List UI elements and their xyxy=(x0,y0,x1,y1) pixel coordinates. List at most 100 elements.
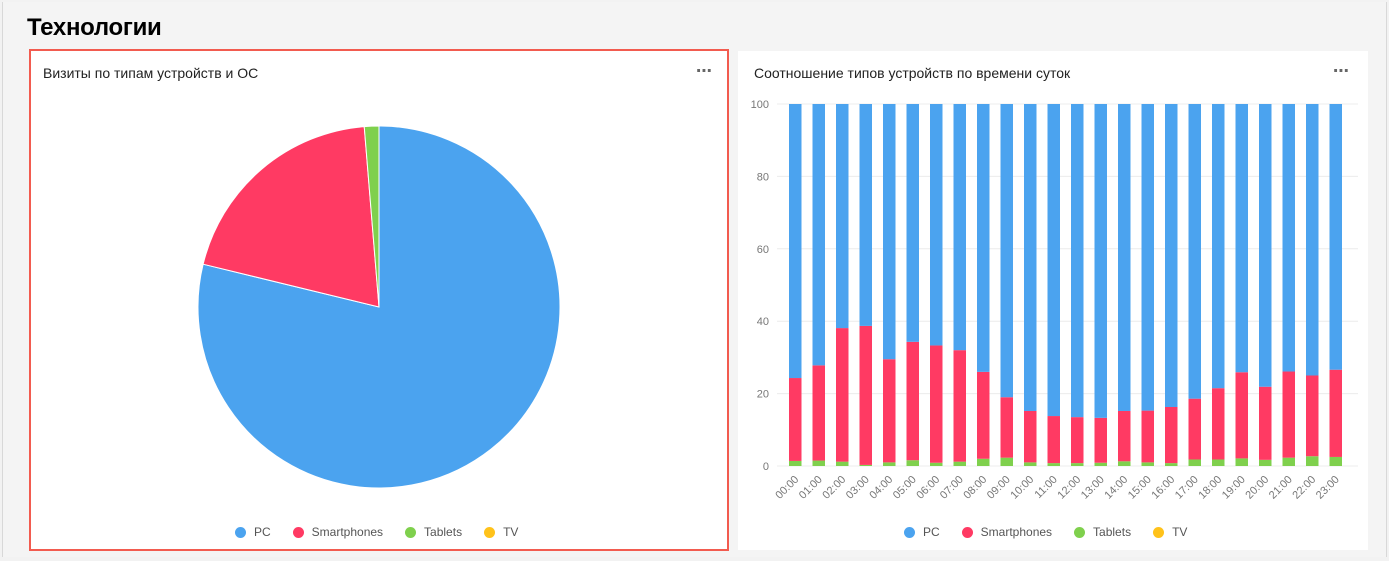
bar-segment-tablets[interactable] xyxy=(789,460,802,466)
bar-segment-tablets[interactable] xyxy=(836,461,849,466)
bar-segment-pc[interactable] xyxy=(883,104,896,360)
bar-segment-tablets[interactable] xyxy=(1306,456,1319,466)
bar-segment-pc[interactable] xyxy=(1282,104,1296,372)
bar-segment-smartphones[interactable] xyxy=(812,365,826,461)
hourly-bar-panel[interactable]: Соотношение типов устройств по времени с… xyxy=(738,51,1368,550)
bar-segment-tablets[interactable] xyxy=(1235,458,1249,466)
bar-segment-smartphones[interactable] xyxy=(953,350,967,462)
bar-segment-smartphones[interactable] xyxy=(1024,410,1037,463)
bar-segment-pc[interactable] xyxy=(1071,104,1084,418)
bar-segment-tablets[interactable] xyxy=(1000,457,1014,466)
x-tick-label: 10:00 xyxy=(1008,474,1036,502)
bar-segment-smartphones[interactable] xyxy=(789,378,802,461)
bar-segment-smartphones[interactable] xyxy=(1259,386,1272,460)
bar-segment-tablets[interactable] xyxy=(1165,463,1178,466)
bar-segment-pc[interactable] xyxy=(1235,104,1249,373)
bar-segment-smartphones[interactable] xyxy=(1000,397,1014,458)
bar-segment-tablets[interactable] xyxy=(1094,462,1108,466)
bar-segment-pc[interactable] xyxy=(1188,104,1202,399)
bar-segment-pc[interactable] xyxy=(1212,104,1225,389)
bar-segment-smartphones[interactable] xyxy=(1188,398,1202,460)
bar-segment-smartphones[interactable] xyxy=(1165,406,1178,464)
bar-segment-tablets[interactable] xyxy=(953,461,967,466)
bar-segment-smartphones[interactable] xyxy=(859,325,873,465)
x-tick-label: 19:00 xyxy=(1220,474,1248,502)
bar-segment-pc[interactable] xyxy=(836,104,849,329)
bar-segment-tablets[interactable] xyxy=(930,462,943,466)
legend-label: PC xyxy=(254,525,271,539)
legend-dot-icon xyxy=(904,526,915,538)
bar-segment-pc[interactable] xyxy=(930,104,943,346)
bar-segment-pc[interactable] xyxy=(859,104,873,326)
y-tick-label: 0 xyxy=(763,461,769,473)
bar-segment-tablets[interactable] xyxy=(1212,459,1225,466)
bar-segment-smartphones[interactable] xyxy=(1118,410,1131,462)
bar-segment-smartphones[interactable] xyxy=(1329,369,1343,457)
pie-legend-item-smartphones[interactable]: Smartphones xyxy=(292,525,383,539)
bar-segment-pc[interactable] xyxy=(1118,104,1131,411)
bar-segment-smartphones[interactable] xyxy=(1282,371,1296,458)
bar-segment-pc[interactable] xyxy=(789,104,802,379)
bar-segment-pc[interactable] xyxy=(953,104,967,351)
bar-segment-pc[interactable] xyxy=(1000,104,1014,398)
device-pie-panel[interactable]: Визиты по типам устройств и ОС ⋯ PC Smart… xyxy=(29,49,729,551)
bar-segment-tablets[interactable] xyxy=(1259,459,1272,466)
bar-segment-tablets[interactable] xyxy=(1282,457,1296,466)
pie-slice-tablets[interactable] xyxy=(363,125,380,308)
x-tick-label: 15:00 xyxy=(1126,474,1154,502)
bar-segment-smartphones[interactable] xyxy=(930,345,943,463)
bar-segment-tablets[interactable] xyxy=(812,460,826,466)
bar-segment-pc[interactable] xyxy=(812,104,826,366)
bar-segment-tablets[interactable] xyxy=(977,458,990,466)
bar-segment-pc[interactable] xyxy=(1259,104,1272,387)
bar-segment-tablets[interactable] xyxy=(906,460,920,466)
bar-segment-smartphones[interactable] xyxy=(1235,372,1249,459)
bar-segment-smartphones[interactable] xyxy=(977,371,990,459)
bar-legend-item-smartphones[interactable]: Smartphones xyxy=(961,525,1052,539)
pie-legend-item-pc[interactable]: PC xyxy=(235,525,271,539)
bar-segment-pc[interactable] xyxy=(1047,104,1061,417)
pie-legend-item-tablets[interactable]: Tablets xyxy=(405,525,462,539)
bar-segment-smartphones[interactable] xyxy=(1212,388,1225,460)
bar-segment-pc[interactable] xyxy=(977,104,990,372)
pie-slice-pc[interactable] xyxy=(197,125,561,489)
bar-segment-pc[interactable] xyxy=(1165,104,1178,407)
x-tick-label: 17:00 xyxy=(1173,474,1201,502)
legend-dot-icon xyxy=(235,526,246,538)
bar-legend-item-tv[interactable]: TV xyxy=(1153,525,1187,539)
bar-segment-smartphones[interactable] xyxy=(1047,416,1061,464)
x-tick-label: 03:00 xyxy=(844,474,872,502)
bar-legend-item-pc[interactable]: PC xyxy=(904,525,940,539)
bar-segment-tablets[interactable] xyxy=(1024,462,1037,466)
bar-segment-smartphones[interactable] xyxy=(1071,417,1084,464)
x-tick-label: 22:00 xyxy=(1290,474,1318,502)
pie-slice-smartphones[interactable] xyxy=(202,126,380,308)
bar-legend-item-tablets[interactable]: Tablets xyxy=(1074,525,1131,539)
x-tick-label: 20:00 xyxy=(1243,474,1271,502)
bar-segment-tablets[interactable] xyxy=(1047,463,1061,466)
bar-segment-smartphones[interactable] xyxy=(836,328,849,462)
bar-segment-tablets[interactable] xyxy=(1329,456,1343,466)
bar-segment-tablets[interactable] xyxy=(1071,463,1084,466)
bar-segment-tablets[interactable] xyxy=(859,464,873,466)
section-title: Технологии xyxy=(27,14,162,41)
more-options-icon[interactable]: ⋯ xyxy=(1333,63,1350,80)
bar-segment-pc[interactable] xyxy=(1306,104,1319,376)
pie-legend-item-tv[interactable]: TV xyxy=(484,525,518,539)
bar-segment-pc[interactable] xyxy=(1024,104,1037,411)
bar-segment-smartphones[interactable] xyxy=(906,341,920,461)
bar-segment-smartphones[interactable] xyxy=(1306,375,1319,457)
bar-segment-smartphones[interactable] xyxy=(1094,417,1108,463)
more-options-icon[interactable]: ⋯ xyxy=(696,63,713,80)
legend-label: PC xyxy=(923,525,940,539)
bar-segment-pc[interactable] xyxy=(906,104,920,342)
bar-segment-tablets[interactable] xyxy=(1118,461,1131,466)
bar-segment-smartphones[interactable] xyxy=(1141,410,1155,463)
bar-segment-pc[interactable] xyxy=(1094,104,1108,418)
bar-segment-pc[interactable] xyxy=(1329,104,1343,370)
bar-segment-pc[interactable] xyxy=(1141,104,1155,411)
bar-segment-smartphones[interactable] xyxy=(883,359,896,463)
bar-segment-tablets[interactable] xyxy=(1188,459,1202,466)
bar-segment-tablets[interactable] xyxy=(1141,462,1155,466)
bar-segment-tablets[interactable] xyxy=(883,462,896,466)
